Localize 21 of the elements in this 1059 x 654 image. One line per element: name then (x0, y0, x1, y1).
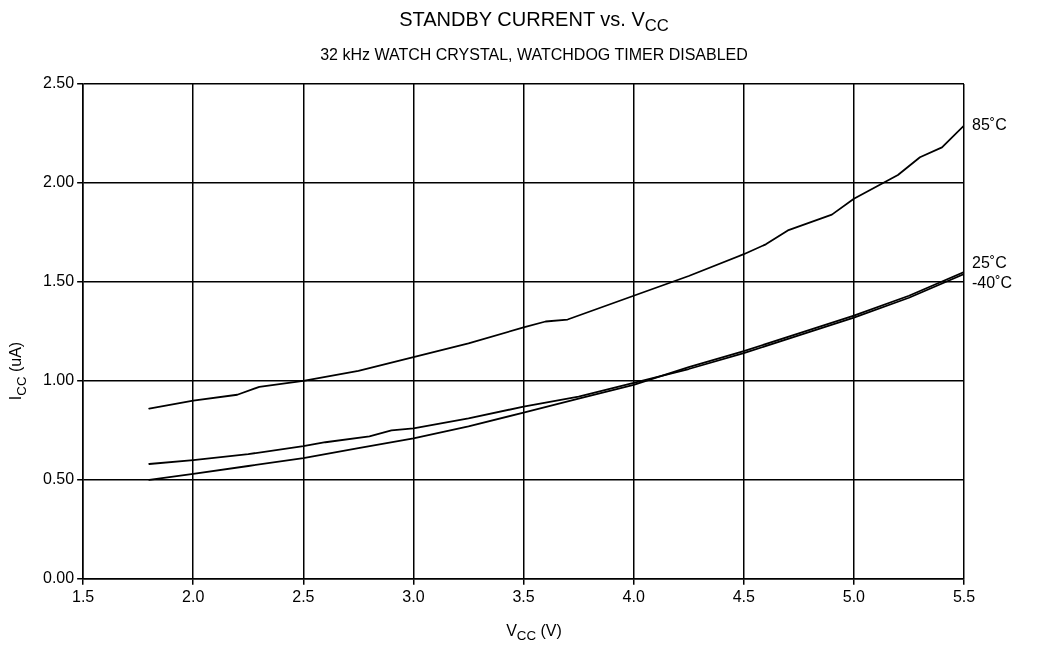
y-tick-label: 0.00 (43, 569, 75, 587)
x-tick-label: 1.5 (72, 587, 95, 605)
y-tick-label: 2.50 (43, 74, 75, 92)
x-tick-label: 3.0 (402, 587, 425, 605)
x-tick-label: 4.0 (622, 587, 645, 605)
chart-title: STANDBY CURRENT vs. V$_{CC}$ (398, 8, 670, 36)
y-tick-label: 1.50 (43, 272, 75, 290)
x-tick-label: 3.5 (512, 587, 535, 605)
x-tick-label: 5.5 (952, 587, 976, 605)
x-tick-label: 2.0 (182, 587, 205, 605)
chart-subtitle: 32 kHz WATCH CRYSTAL, WATCHDOG TIMER DISABLED (319, 46, 749, 64)
x-tick-label: 5.0 (842, 587, 866, 605)
x-tick-label: 4.5 (732, 587, 755, 605)
x-axis-title: V$_{CC}$ (V) (505, 622, 563, 644)
y-tick-label: 0.50 (43, 470, 75, 488)
series-label: 85˚C (972, 115, 1007, 133)
x-tick-label: 2.5 (292, 587, 315, 605)
series-label: 25˚C (972, 254, 1007, 272)
series-label: -40˚C (972, 274, 1013, 292)
y-tick-label: 2.00 (43, 173, 75, 191)
y-tick-label: 1.00 (43, 371, 75, 389)
